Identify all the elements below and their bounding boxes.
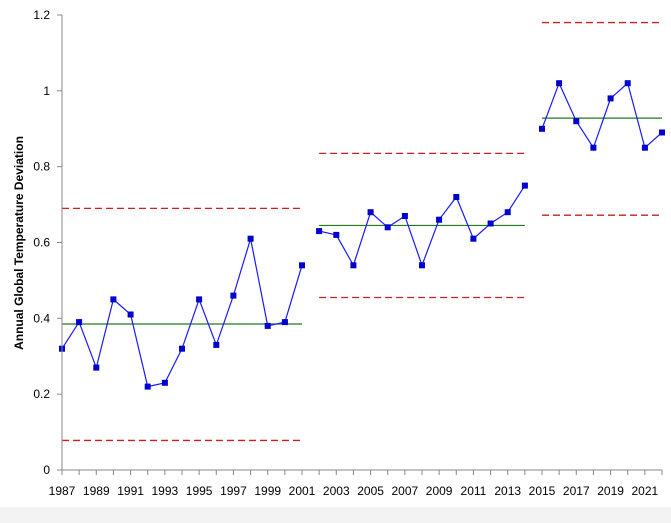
data-point [573, 118, 580, 125]
y-tick-label: 0 [43, 463, 50, 477]
data-point [93, 364, 100, 371]
x-tick-label: 1987 [49, 484, 76, 498]
data-point [213, 341, 220, 348]
data-point [127, 311, 134, 318]
x-tick-label: 2013 [494, 484, 521, 498]
data-point [521, 182, 528, 189]
data-point [556, 80, 563, 87]
data-point [607, 95, 614, 102]
data-point [76, 319, 83, 326]
x-tick-label: 2001 [289, 484, 316, 498]
data-point [659, 129, 665, 136]
data-point [350, 262, 357, 269]
data-point [590, 144, 597, 151]
x-tick-label: 2021 [632, 484, 659, 498]
data-point [110, 296, 117, 303]
x-tick-label: 2011 [461, 484, 487, 498]
x-tick-label: 2017 [563, 484, 590, 498]
y-tick-label: 0.4 [33, 311, 50, 325]
data-point [470, 235, 477, 242]
data-point [161, 379, 168, 386]
y-tick-label: 0.8 [33, 160, 50, 174]
x-tick-label: 1991 [117, 484, 144, 498]
data-point [624, 80, 631, 87]
x-tick-label: 2007 [392, 484, 419, 498]
data-point [144, 383, 151, 390]
series-layer [59, 80, 665, 390]
data-point [401, 213, 408, 219]
series-line [61, 238, 303, 388]
data-point [230, 292, 237, 299]
series-line [541, 81, 663, 150]
x-tick-label: 2003 [323, 484, 350, 498]
data-point [504, 209, 511, 216]
x-tick-label: 2005 [357, 484, 384, 498]
data-point [539, 125, 545, 132]
x-tick-label: 1999 [254, 484, 281, 498]
data-point [487, 220, 494, 227]
axes-layer [61, 15, 662, 471]
data-point [367, 209, 374, 216]
control-limits-layer [62, 21, 662, 442]
y-tick-label: 1 [43, 84, 50, 98]
data-point [196, 296, 203, 303]
data-point [179, 345, 185, 352]
y-tick-label: 0.2 [33, 387, 50, 401]
data-point [281, 319, 288, 326]
x-tick-label: 2009 [426, 484, 453, 498]
data-point [316, 228, 323, 235]
data-point [453, 194, 460, 200]
y-axis-title: Annual Global Temperature Deviation [12, 136, 26, 350]
y-ticks: 0 0.2 0.4 0.6 0.8 1 1.2 [33, 8, 62, 477]
data-point [436, 216, 443, 223]
data-point [419, 262, 425, 269]
x-tick-label: 2015 [529, 484, 556, 498]
data-point [264, 322, 271, 329]
data-point [641, 144, 648, 151]
data-point [247, 235, 254, 242]
y-tick-label: 0.6 [33, 236, 50, 250]
x-ticks: 1987 1989 1991 1993 1995 1997 1999 2001 2003 2005… [49, 470, 663, 498]
x-tick-label: 1989 [83, 484, 110, 498]
data-point [384, 224, 391, 231]
data-point [299, 262, 305, 269]
footer-band [0, 507, 671, 523]
x-tick-label: 1995 [186, 484, 213, 498]
x-tick-label: 1993 [152, 484, 179, 498]
x-tick-label: 1997 [220, 484, 247, 498]
data-point [333, 231, 340, 238]
x-tick-label: 2019 [597, 484, 624, 498]
y-tick-label: 1.2 [33, 8, 50, 22]
